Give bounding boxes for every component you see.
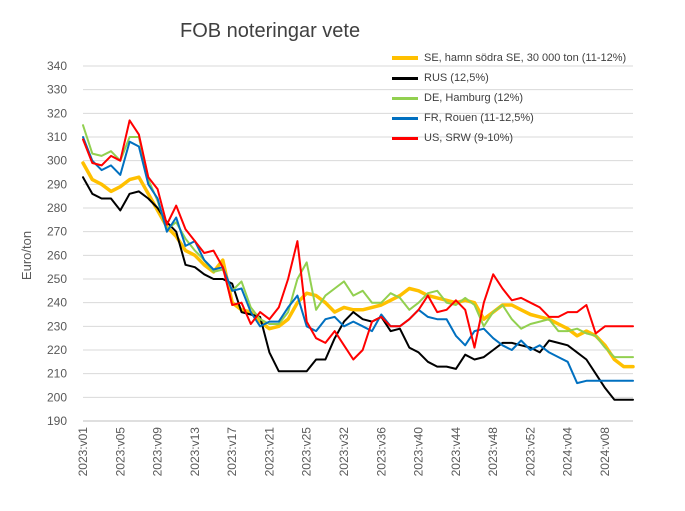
series-line-1 <box>82 176 634 401</box>
y-tick-label: 290 <box>47 177 67 191</box>
x-tick-label: 2023:v21 <box>262 427 276 477</box>
y-tick-label: 190 <box>47 414 67 428</box>
legend-label: DE, Hamburg (12%) <box>424 92 524 104</box>
y-tick-label: 200 <box>47 390 67 404</box>
y-tick-label: 330 <box>47 83 67 97</box>
legend-label: FR, Rouen (11-12,5%) <box>424 112 534 124</box>
legend-item: RUS (12,5%) <box>392 68 626 88</box>
y-tick-label: 310 <box>47 130 67 144</box>
series-line-0 <box>81 161 635 369</box>
x-tick-label: 2023:v32 <box>337 427 351 477</box>
grid-lines <box>83 65 633 422</box>
x-tick-label: 2023:v36 <box>374 427 388 477</box>
series-line-4 <box>82 119 634 361</box>
legend-swatch <box>392 136 418 140</box>
x-tick-label: 2023:v01 <box>76 427 90 477</box>
legend-swatch <box>392 116 418 120</box>
x-tick-label: 2024:v08 <box>598 427 612 477</box>
series-lines <box>81 119 635 401</box>
x-tick-label: 2023:v52 <box>523 427 537 477</box>
legend-item: FR, Rouen (11-12,5%) <box>392 108 626 128</box>
x-tick-label: 2023:v25 <box>300 427 314 477</box>
series-line-2 <box>82 124 634 359</box>
x-tick-label: 2023:v48 <box>486 427 500 477</box>
legend-label: RUS (12,5%) <box>424 72 489 84</box>
y-axis-ticks: 190 200 210 220 230 240 250 260 270 280 290 300 310 3… <box>47 59 67 428</box>
x-tick-label: 2023:v05 <box>113 427 127 477</box>
x-tick-label: 2023:v17 <box>225 427 239 477</box>
y-tick-label: 220 <box>47 343 67 357</box>
legend-item: DE, Hamburg (12%) <box>392 88 626 108</box>
y-tick-label: 210 <box>47 367 67 381</box>
series-line-3 <box>82 136 634 385</box>
legend-label: US, SRW (9-10%) <box>424 132 514 144</box>
y-tick-label: 280 <box>47 201 67 215</box>
x-tick-label: 2023:v40 <box>412 427 426 477</box>
x-tick-label: 2023:v13 <box>188 427 202 477</box>
y-tick-label: 240 <box>47 296 67 310</box>
y-tick-label: 300 <box>47 154 67 168</box>
y-tick-label: 230 <box>47 319 67 333</box>
chart-title: FOB noteringar vete <box>180 20 361 42</box>
y-tick-label: 320 <box>47 106 67 120</box>
x-tick-label: 2023:v09 <box>151 427 165 477</box>
legend: SE, hamn södra SE, 30 000 ton (11-12%) RU… <box>392 48 626 148</box>
legend-item: US, SRW (9-10%) <box>392 128 626 148</box>
legend-swatch <box>392 76 418 80</box>
y-tick-label: 250 <box>47 272 67 286</box>
y-tick-label: 340 <box>47 59 67 73</box>
legend-swatch <box>392 96 418 100</box>
y-tick-label: 260 <box>47 248 67 262</box>
legend-item: SE, hamn södra SE, 30 000 ton (11-12%) <box>392 48 626 68</box>
x-tick-label: 2024:v04 <box>561 427 575 477</box>
x-tick-label: 2023:v44 <box>449 427 463 477</box>
legend-swatch <box>392 56 418 60</box>
y-tick-label: 270 <box>47 225 67 239</box>
x-axis-ticks: 2023:v01 2023:v05 2023:v09 2023:v13 2023:v17… <box>76 420 633 477</box>
legend-label: SE, hamn södra SE, 30 000 ton (11-12%) <box>424 52 627 64</box>
